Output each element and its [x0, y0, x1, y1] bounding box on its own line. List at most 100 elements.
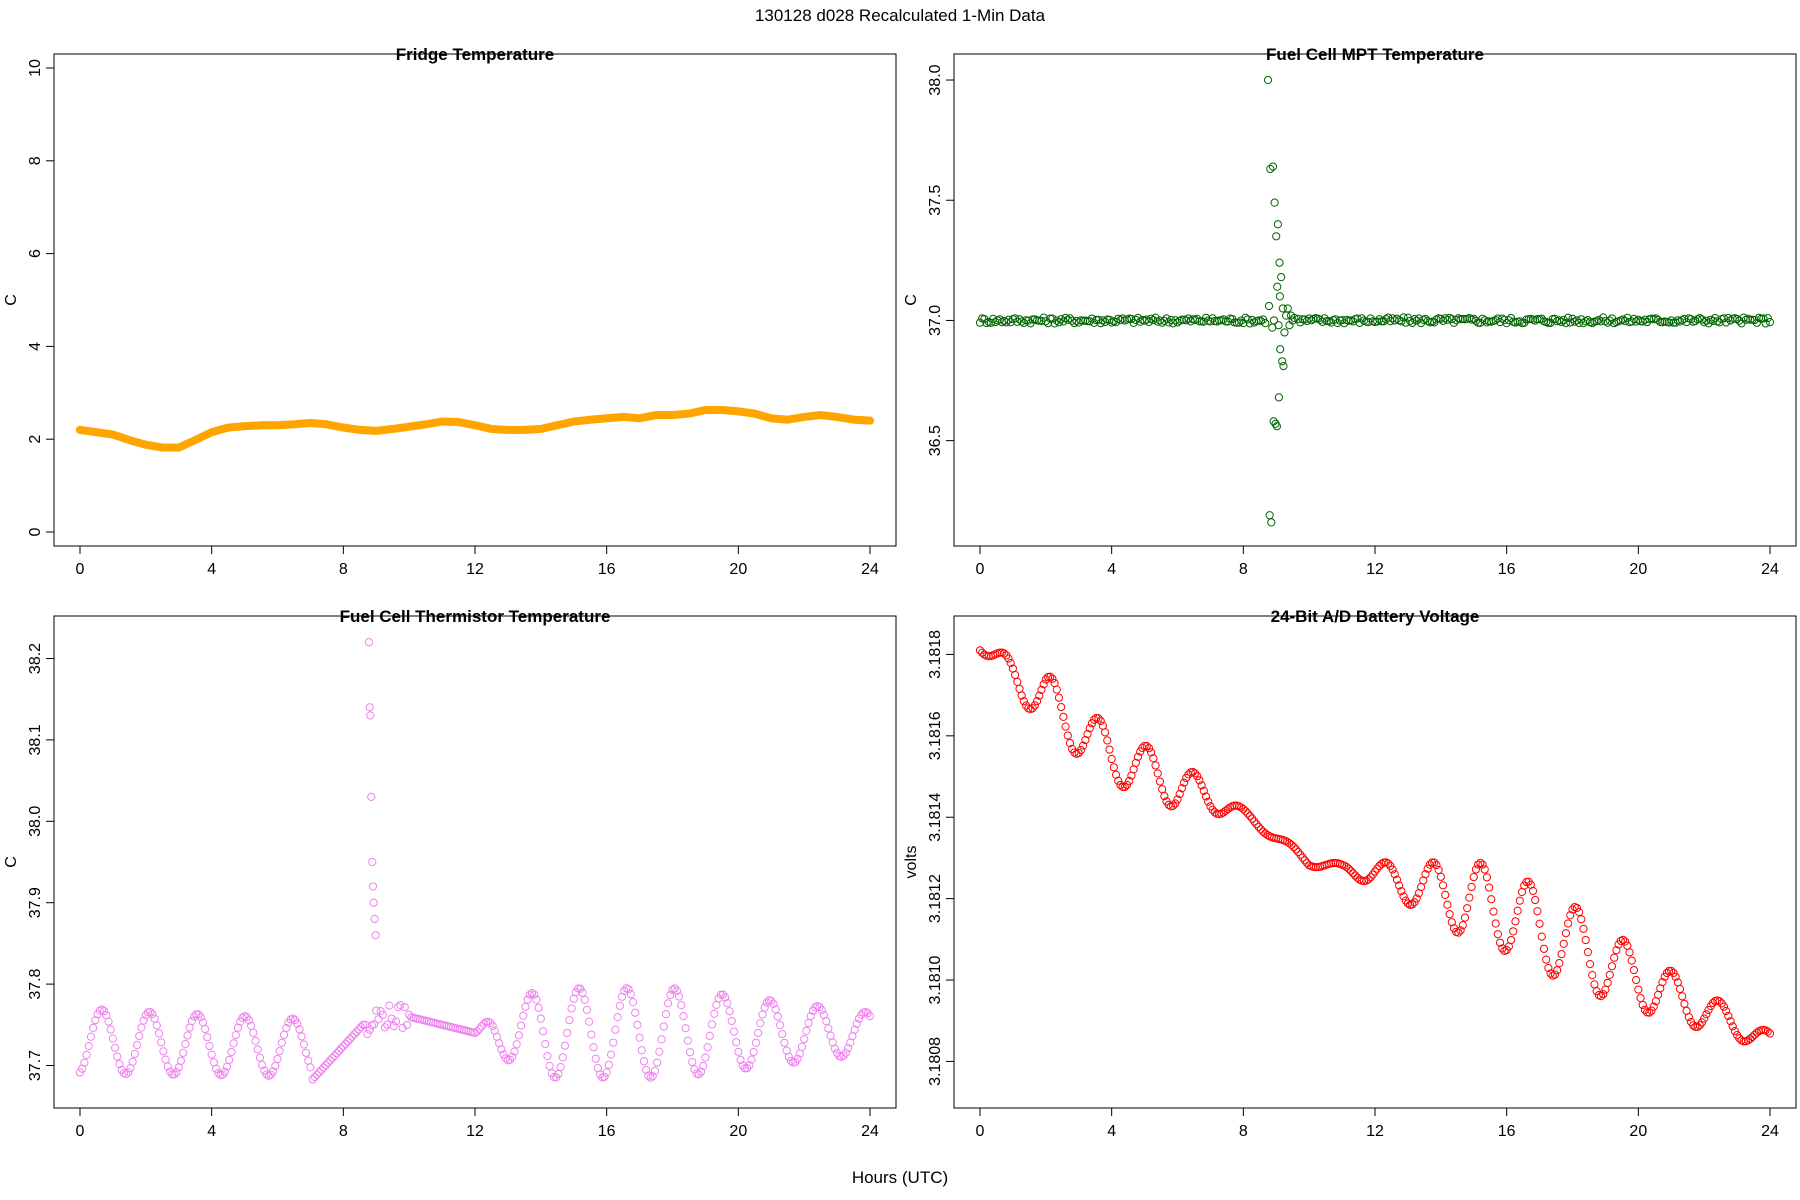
data-point	[402, 1020, 412, 1030]
data-point	[1270, 198, 1279, 207]
data-point	[187, 1016, 197, 1026]
data-point	[1107, 318, 1116, 327]
data-point	[617, 992, 627, 1001]
x-axis-label: Hours (UTC)	[851, 1168, 949, 1187]
data-point	[1048, 314, 1057, 323]
data-point	[1579, 924, 1588, 933]
x-tick-label: 24	[861, 1123, 879, 1140]
data-point	[734, 1047, 743, 1056]
battery-voltage-chart: 24-Bit A/D Battery Voltage volts 0 4 8 12 16 20…	[903, 607, 1797, 1140]
data-point	[1277, 273, 1286, 282]
data-point	[352, 1027, 361, 1037]
data-point	[1250, 817, 1259, 826]
data-point	[282, 1023, 291, 1033]
data-point	[1013, 677, 1022, 686]
data-point	[1243, 809, 1252, 818]
x-tick-label: 4	[207, 561, 216, 578]
data-point	[1596, 992, 1606, 1001]
data-point	[591, 1054, 600, 1063]
data-point	[1390, 316, 1399, 325]
data-point	[1590, 980, 1599, 989]
plot-frame	[53, 53, 897, 547]
x-tick-label: 4	[1107, 1123, 1116, 1140]
data-point	[369, 898, 378, 907]
data-point	[1011, 670, 1020, 680]
x-tick-label: 8	[339, 561, 348, 578]
x-tick-label: 24	[1761, 561, 1779, 578]
data-point	[1155, 777, 1165, 786]
y-tick-label: 38.2	[27, 643, 44, 674]
data-point	[1204, 797, 1213, 806]
data-point	[1471, 865, 1481, 874]
y-tick-label: 8	[27, 156, 44, 165]
data-point	[995, 315, 1004, 324]
chart-title: Fuel Cell Thermistor Temperature	[340, 607, 611, 626]
data-point	[1316, 315, 1325, 324]
data-point	[1581, 935, 1590, 945]
data-point	[244, 1016, 254, 1025]
y-tick-label: 37.9	[27, 887, 44, 918]
data-point	[350, 1030, 359, 1039]
data-point	[514, 1031, 523, 1040]
data-point	[218, 1070, 227, 1079]
data-point	[1649, 1002, 1658, 1011]
data-point	[1094, 714, 1103, 723]
data-point	[310, 1072, 319, 1082]
data-point	[1272, 232, 1281, 241]
data-point	[1425, 860, 1434, 869]
data-point	[701, 1053, 710, 1062]
data-points	[975, 75, 1775, 527]
data-point	[233, 1023, 243, 1032]
data-point	[1421, 870, 1430, 879]
data-point	[1746, 315, 1755, 324]
data-point	[306, 1063, 315, 1072]
data-point	[613, 1013, 622, 1022]
data-point	[326, 1056, 335, 1065]
data-point	[1724, 313, 1733, 323]
data-point	[1752, 1028, 1761, 1037]
data-point	[631, 1008, 640, 1017]
data-point	[1667, 316, 1676, 325]
data-point	[826, 1031, 835, 1040]
data-point	[1445, 910, 1454, 919]
data-point	[670, 984, 679, 993]
data-point	[1436, 872, 1445, 881]
data-point	[1647, 1006, 1656, 1015]
data-point	[705, 1031, 714, 1040]
data-point	[560, 1041, 570, 1050]
data-point	[330, 1051, 339, 1060]
data-point	[1430, 858, 1439, 867]
data-point	[1566, 911, 1575, 920]
data-point	[124, 1068, 133, 1077]
data-point	[1610, 953, 1619, 962]
data-point	[251, 1036, 260, 1046]
data-point	[1052, 316, 1061, 325]
data-point	[578, 988, 587, 997]
data-point	[1509, 927, 1518, 936]
data-point	[1401, 318, 1410, 327]
data-point	[508, 1052, 517, 1061]
data-point	[1241, 807, 1250, 816]
data-point	[1278, 304, 1287, 313]
data-point	[1605, 970, 1614, 979]
data-point	[1114, 776, 1123, 785]
data-point	[703, 1043, 712, 1052]
data-point	[677, 1001, 686, 1010]
data-point	[1406, 316, 1415, 326]
data-point	[1333, 318, 1342, 328]
data-point	[534, 1003, 543, 1012]
x-tick-label: 0	[76, 561, 85, 578]
data-point	[1658, 977, 1667, 987]
data-point	[1348, 869, 1358, 878]
data-point	[1004, 654, 1013, 663]
data-point	[1118, 314, 1127, 323]
data-point	[606, 1050, 616, 1059]
data-point	[1763, 314, 1772, 323]
data-point	[600, 1072, 609, 1081]
data-point	[1592, 317, 1601, 326]
data-point	[1458, 921, 1467, 930]
data-point	[1265, 511, 1274, 520]
data-point	[328, 1053, 337, 1063]
data-point	[1017, 691, 1026, 700]
data-point	[1469, 872, 1478, 882]
